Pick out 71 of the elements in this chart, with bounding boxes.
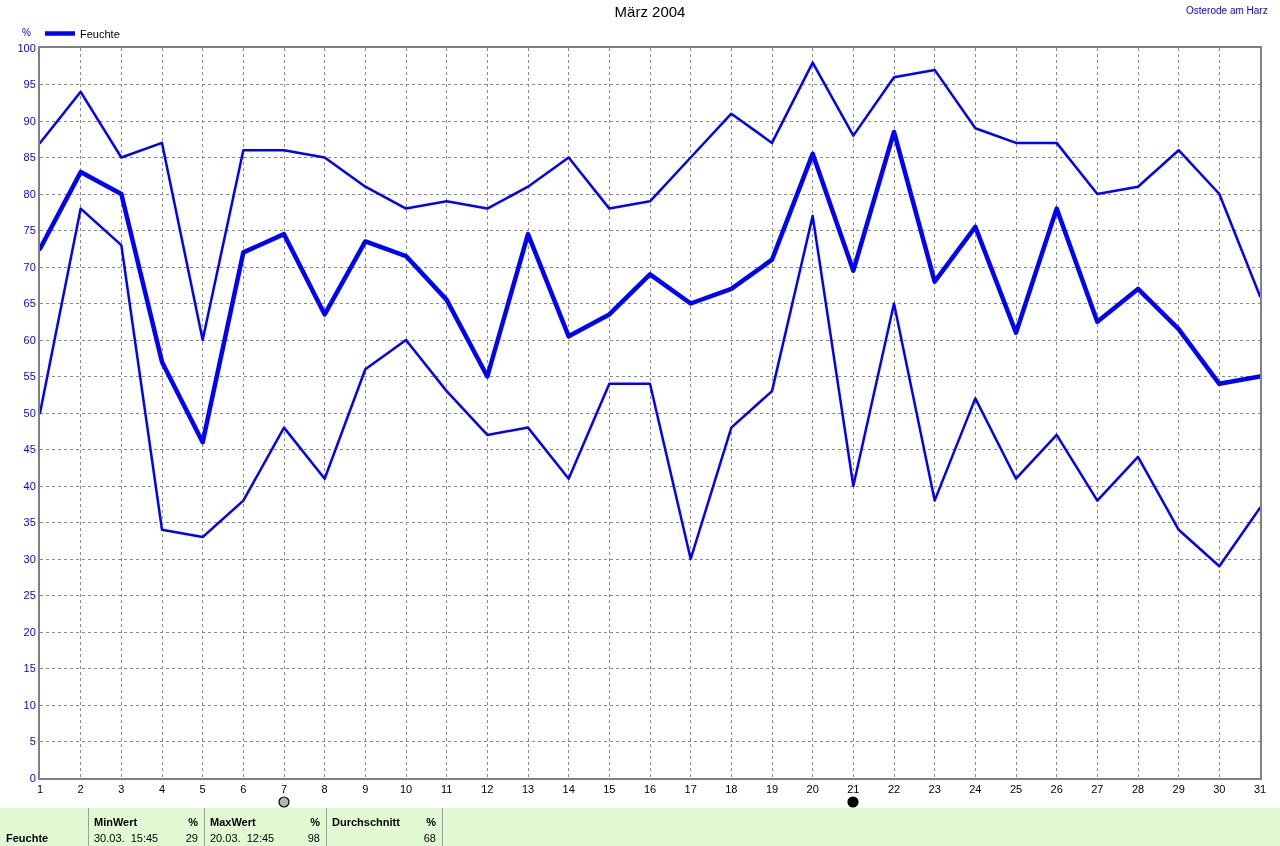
x-tick-label: 12: [481, 783, 494, 796]
text: %: [188, 816, 198, 829]
y-tick-label: 95: [23, 78, 36, 91]
y-tick-label: 75: [23, 224, 36, 237]
text: Feuchte: [6, 832, 49, 845]
y-tick-label: 90: [23, 114, 36, 127]
text: 68: [423, 832, 436, 845]
y-tick-label: 85: [23, 151, 36, 164]
x-tick-label: 13: [521, 783, 535, 796]
x-tick-label: 7: [280, 783, 288, 796]
x-tick-label: 29: [1172, 783, 1185, 796]
x-tick-label: 24: [969, 783, 982, 796]
text: %: [426, 816, 436, 829]
text: Durchschnitt: [332, 816, 400, 829]
y-tick-label: 35: [23, 516, 36, 529]
x-tick-label: 26: [1050, 783, 1063, 796]
y-tick-label: 15: [23, 662, 36, 675]
y-tick-label: 100: [17, 41, 36, 54]
y-tick-label: 80: [23, 187, 36, 200]
text: 30.03. 15:45: [94, 832, 159, 845]
text: MinWert: [94, 816, 138, 829]
x-tick-label: 8: [321, 783, 328, 796]
y-tick-label: 65: [23, 297, 36, 310]
x-tick-label: 18: [725, 783, 738, 796]
x-tick-label: 28: [1131, 783, 1145, 796]
y-axis-title: %: [22, 27, 31, 38]
x-tick-label: 4: [158, 783, 166, 796]
x-tick-label: 16: [643, 783, 657, 796]
chart-title: März 2004: [614, 2, 686, 20]
x-tick-label: 3: [118, 783, 125, 796]
x-tick-label: 6: [240, 783, 247, 796]
y-tick-label: 45: [23, 443, 36, 456]
y-tick-label: 25: [23, 589, 36, 602]
y-tick-label: 55: [23, 370, 36, 383]
x-tick-label: 25: [1009, 783, 1023, 796]
x-tick-label: 23: [928, 783, 941, 796]
y-tick-label: 10: [23, 698, 36, 711]
x-tick-label: 22: [887, 783, 901, 796]
y-tick-label: 70: [23, 260, 36, 273]
x-tick-label: 21: [847, 783, 860, 796]
y-tick-label: 50: [23, 406, 36, 419]
text: MaxWert: [210, 816, 256, 829]
y-tick-label: 20: [23, 625, 36, 638]
text: 29: [185, 832, 198, 845]
x-tick-label: 11: [440, 783, 453, 796]
y-tick-label: 60: [23, 333, 36, 346]
line-series: [40, 207, 1260, 568]
y-tick-label: 30: [23, 552, 36, 565]
x-tick-label: 27: [1091, 783, 1104, 796]
x-tick-label: 15: [603, 783, 616, 796]
x-tick-label: 30: [1213, 783, 1226, 796]
x-tick-label: 1: [36, 783, 44, 796]
x-tick-label: 31: [1253, 783, 1267, 796]
y-tick-label: 0: [29, 771, 36, 784]
y-tick-label: 40: [23, 479, 36, 492]
y-tick-label: 5: [29, 735, 36, 748]
x-tick-label: 2: [77, 783, 84, 796]
line-series: [40, 129, 1260, 445]
x-tick-label: 19: [765, 783, 779, 796]
legend-label: Feuchte: [80, 27, 120, 40]
text: 20.03. 12:45: [210, 832, 275, 845]
line-series: [40, 61, 1260, 342]
chart-subtitle: Osterode am Harz: [1186, 5, 1268, 16]
x-tick-label: 5: [199, 783, 206, 796]
x-tick-label: 14: [562, 783, 575, 796]
x-tick-label: 10: [399, 783, 413, 796]
x-tick-label: 9: [362, 783, 369, 796]
text: %: [310, 816, 320, 829]
x-tick-label: 17: [684, 783, 697, 796]
x-tick-label: 20: [806, 783, 819, 796]
text: 98: [307, 832, 320, 845]
